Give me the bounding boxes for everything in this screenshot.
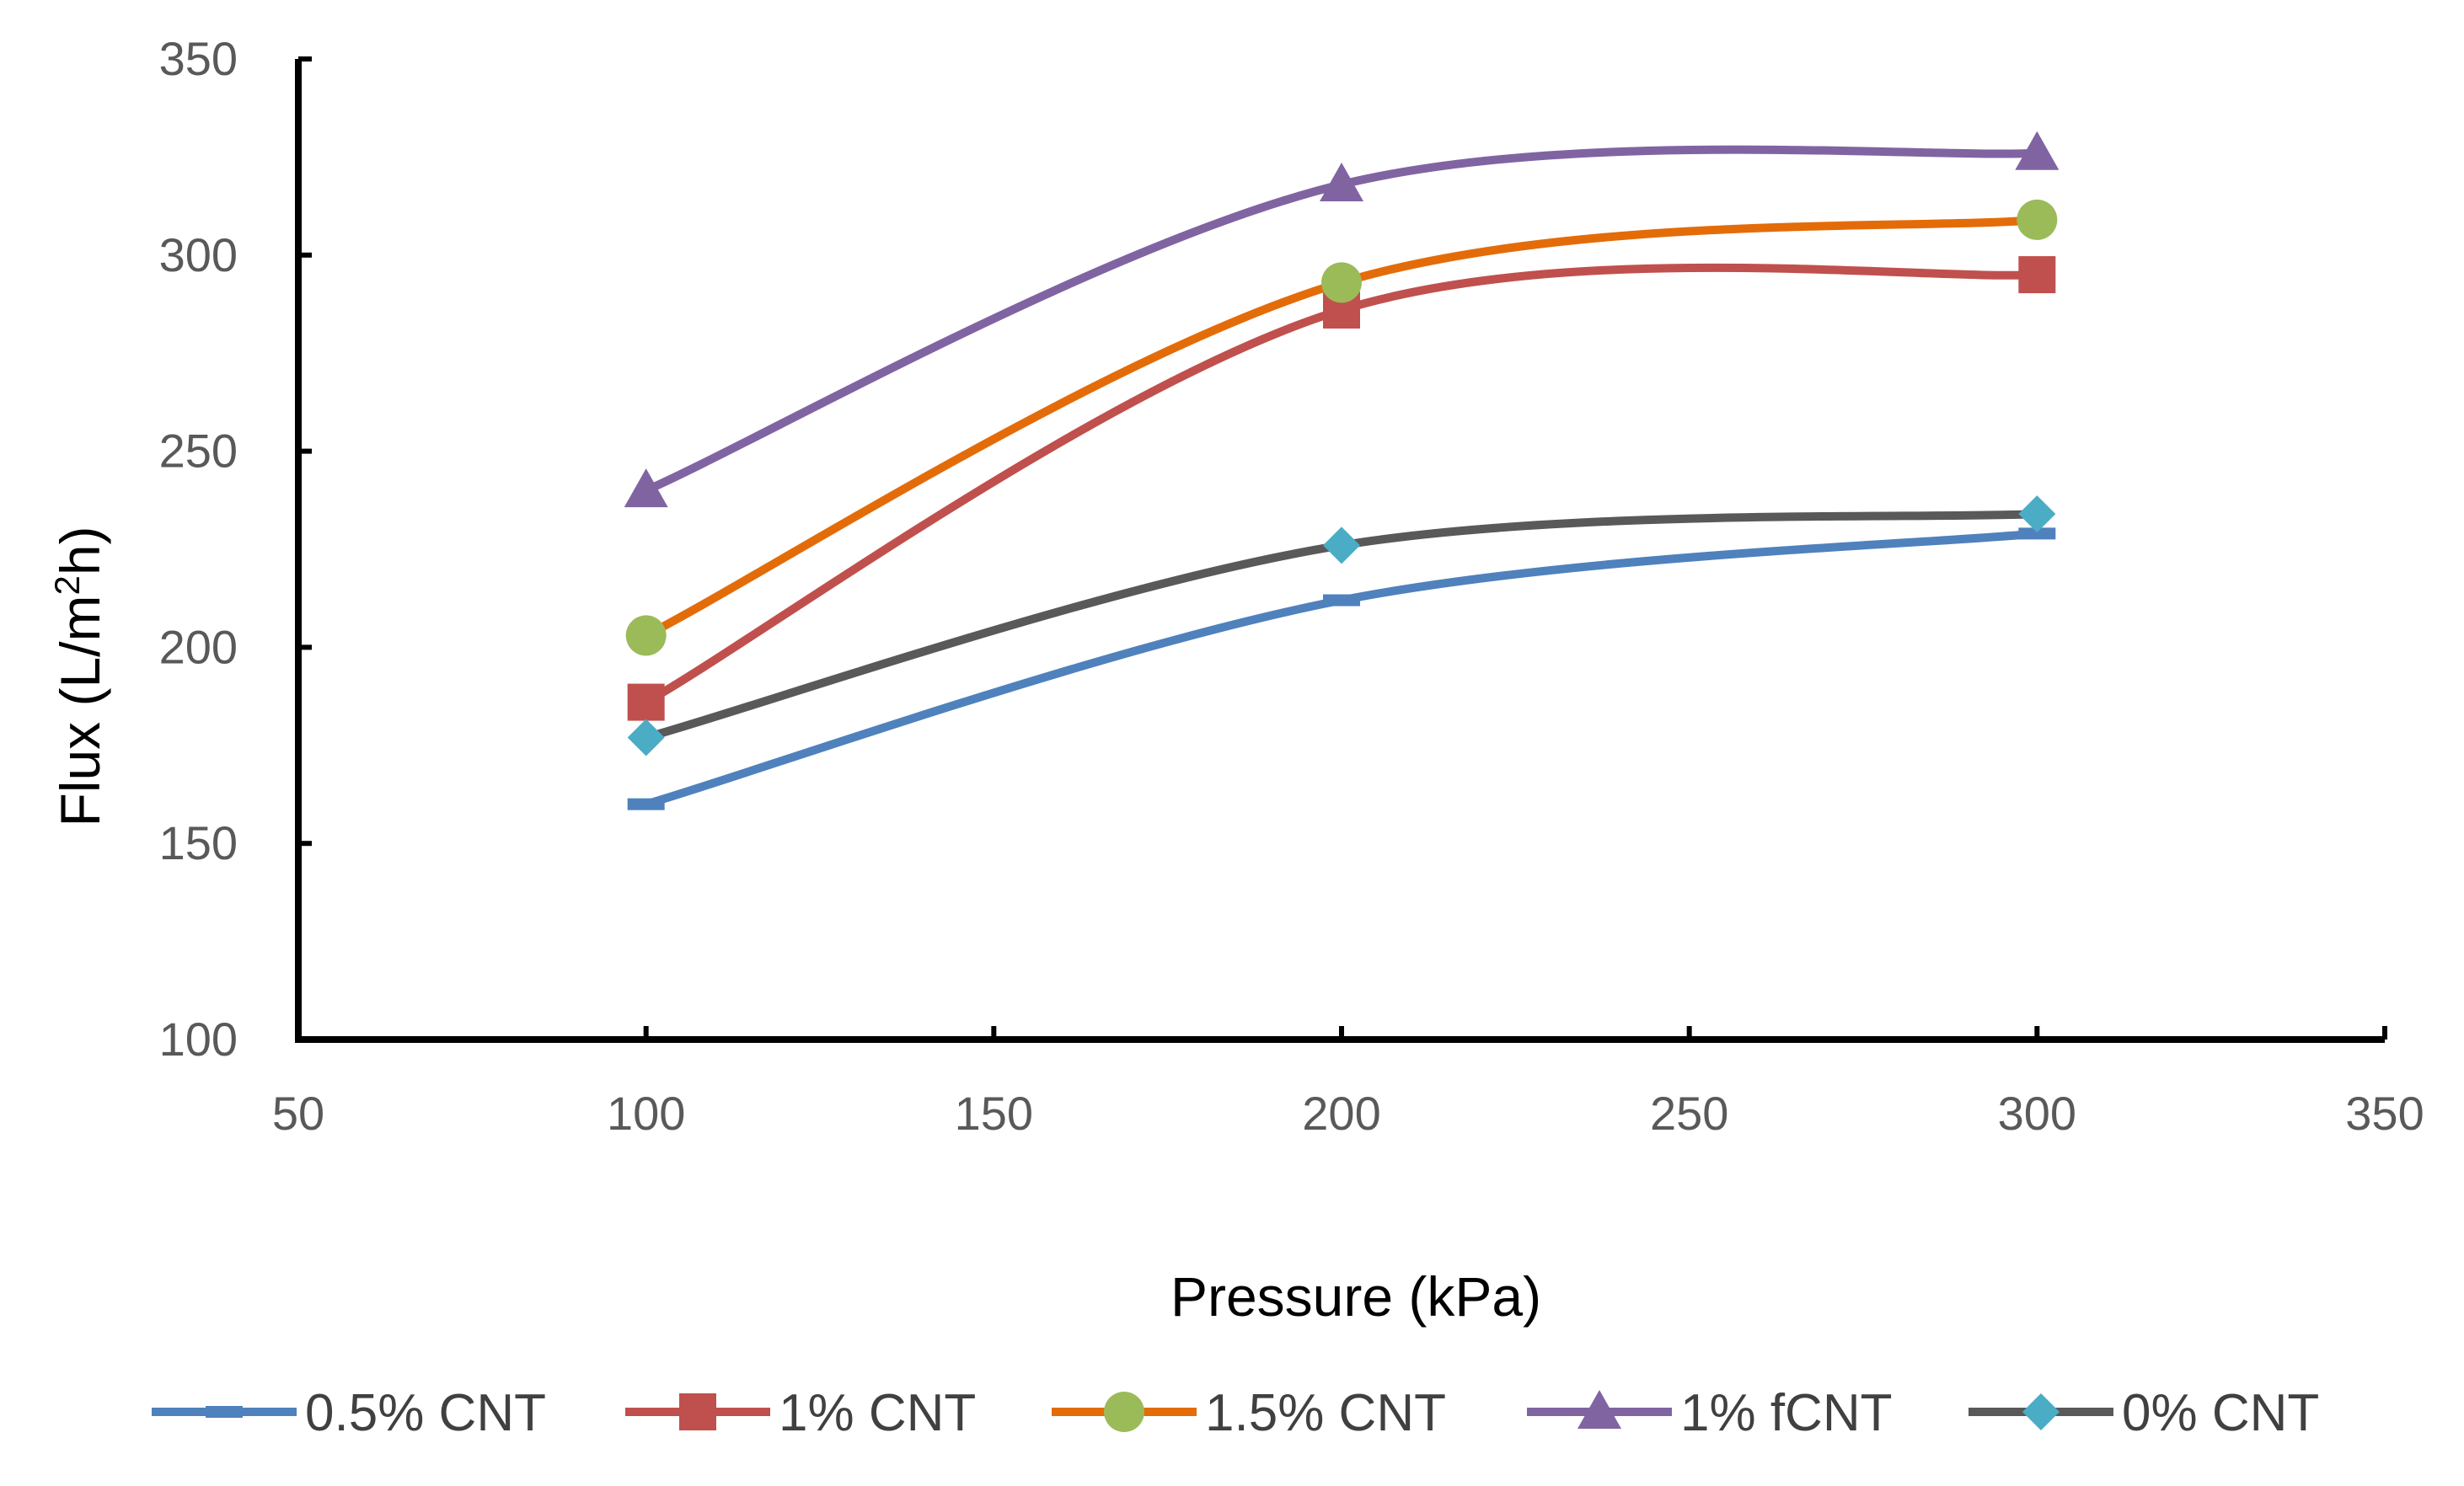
y-tick-label: 300 — [159, 228, 238, 281]
data-point — [2015, 131, 2060, 170]
legend-swatch-marker — [1577, 1390, 1621, 1429]
data-point — [624, 468, 668, 508]
y-tick-label: 100 — [159, 1013, 238, 1066]
series-0-5-cnt — [627, 527, 2056, 810]
axes — [295, 56, 2387, 1043]
data-point — [2018, 256, 2056, 294]
data-point — [625, 615, 667, 656]
y-tick-label: 150 — [159, 816, 238, 869]
series-1-cnt — [627, 256, 2056, 721]
data-point — [1321, 262, 1362, 303]
legend-label: 1% CNT — [779, 1384, 976, 1442]
series-1-5-cnt — [625, 199, 2058, 656]
tick-labels: 100 150 200 250 300 350 50 100 150 200 250 300 350 — [159, 32, 2424, 1140]
data-point — [2018, 527, 2056, 540]
legend-swatch-marker — [1104, 1392, 1144, 1432]
x-tick-label: 50 — [272, 1087, 324, 1140]
x-tick-label: 150 — [955, 1087, 1033, 1140]
y-axis-title-superscript: 2 — [47, 575, 87, 595]
legend: 0.5% CNT 1% CNT 1.5% CNT 1% fCNT 0% CNT — [152, 1384, 2319, 1442]
x-tick-label: 300 — [1998, 1087, 2076, 1140]
data-point — [627, 798, 665, 810]
series-line — [641, 263, 2042, 707]
legend-item: 0% CNT — [1969, 1384, 2319, 1442]
data-point — [2018, 495, 2056, 533]
legend-label: 1.5% CNT — [1205, 1384, 1446, 1442]
series-layer — [624, 131, 2060, 810]
legend-item: 1% CNT — [625, 1384, 976, 1442]
y-tick-label: 350 — [159, 32, 238, 85]
data-point — [627, 719, 665, 756]
data-point — [1320, 162, 1363, 201]
legend-swatch-marker — [206, 1406, 243, 1418]
series-1-fcnt — [624, 131, 2060, 508]
data-point — [1323, 594, 1360, 607]
legend-item: 0.5% CNT — [152, 1384, 546, 1442]
legend-item: 1% fCNT — [1527, 1384, 1892, 1442]
y-axis-title-end: h) — [49, 526, 111, 575]
y-axis-title-main: Flux (L/m — [49, 596, 111, 827]
legend-label: 1% fCNT — [1680, 1384, 1892, 1442]
x-tick-label: 200 — [1302, 1087, 1380, 1140]
y-tick-label: 200 — [159, 620, 238, 673]
legend-swatch-marker — [2022, 1393, 2060, 1430]
y-tick-label: 250 — [159, 425, 238, 478]
y-axis-title: Flux (L/m2h) — [47, 526, 111, 826]
legend-item: 1.5% CNT — [1052, 1384, 1446, 1442]
x-tick-label: 250 — [1650, 1087, 1728, 1140]
legend-label: 0.5% CNT — [305, 1384, 546, 1442]
series-0-cnt — [627, 495, 2056, 756]
x-tick-label: 350 — [2345, 1087, 2424, 1140]
x-tick-label: 100 — [607, 1087, 685, 1140]
legend-label: 0% CNT — [2122, 1384, 2319, 1442]
data-point — [2017, 199, 2058, 240]
legend-swatch-marker — [679, 1393, 716, 1430]
x-axis-title: Pressure (kPa) — [1170, 1265, 1541, 1328]
data-point — [627, 683, 665, 721]
data-point — [1323, 527, 1360, 564]
